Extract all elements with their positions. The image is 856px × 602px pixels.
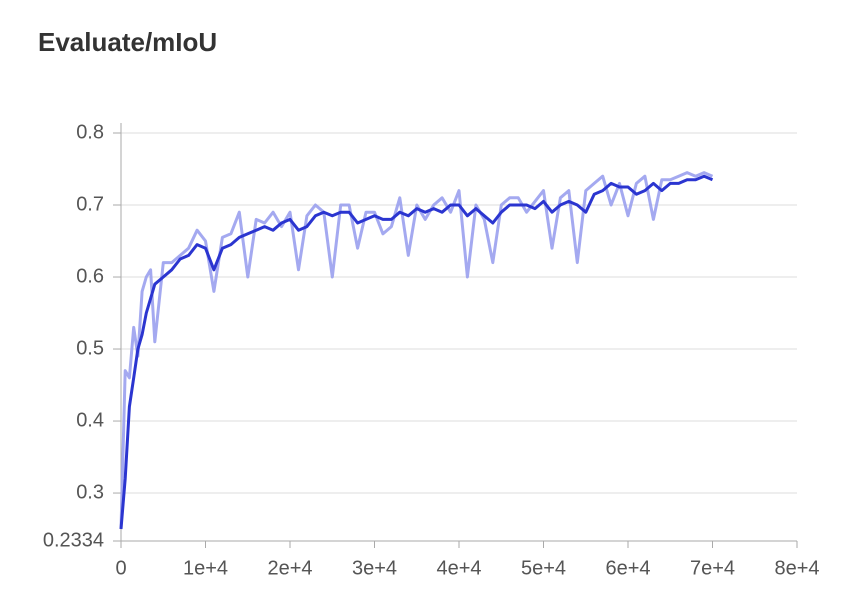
y-tick-label: 0.6 bbox=[76, 265, 104, 287]
y-tick-label: 0.5 bbox=[76, 337, 104, 359]
x-tick-label: 3e+4 bbox=[352, 557, 397, 579]
y-tick-label: 0.3 bbox=[76, 481, 104, 503]
x-tick-label: 6e+4 bbox=[605, 557, 650, 579]
x-tick-label: 5e+4 bbox=[521, 557, 566, 579]
x-tick-label: 1e+4 bbox=[183, 557, 228, 579]
series-line bbox=[119, 174, 714, 530]
x-tick-label: 7e+4 bbox=[690, 557, 735, 579]
x-tick-label: 2e+4 bbox=[267, 557, 312, 579]
y-tick-label: 0.4 bbox=[76, 409, 104, 431]
x-tick-label: 8e+4 bbox=[774, 557, 819, 579]
y-tick-label: 0.2334 bbox=[43, 529, 104, 551]
chart-title: Evaluate/mIoU bbox=[38, 27, 217, 57]
x-tick-label: 0 bbox=[115, 557, 126, 579]
x-tick-label: 4e+4 bbox=[436, 557, 481, 579]
y-tick-label: 0.8 bbox=[76, 121, 104, 143]
series-line bbox=[119, 171, 714, 530]
y-tick-label: 0.7 bbox=[76, 193, 104, 215]
